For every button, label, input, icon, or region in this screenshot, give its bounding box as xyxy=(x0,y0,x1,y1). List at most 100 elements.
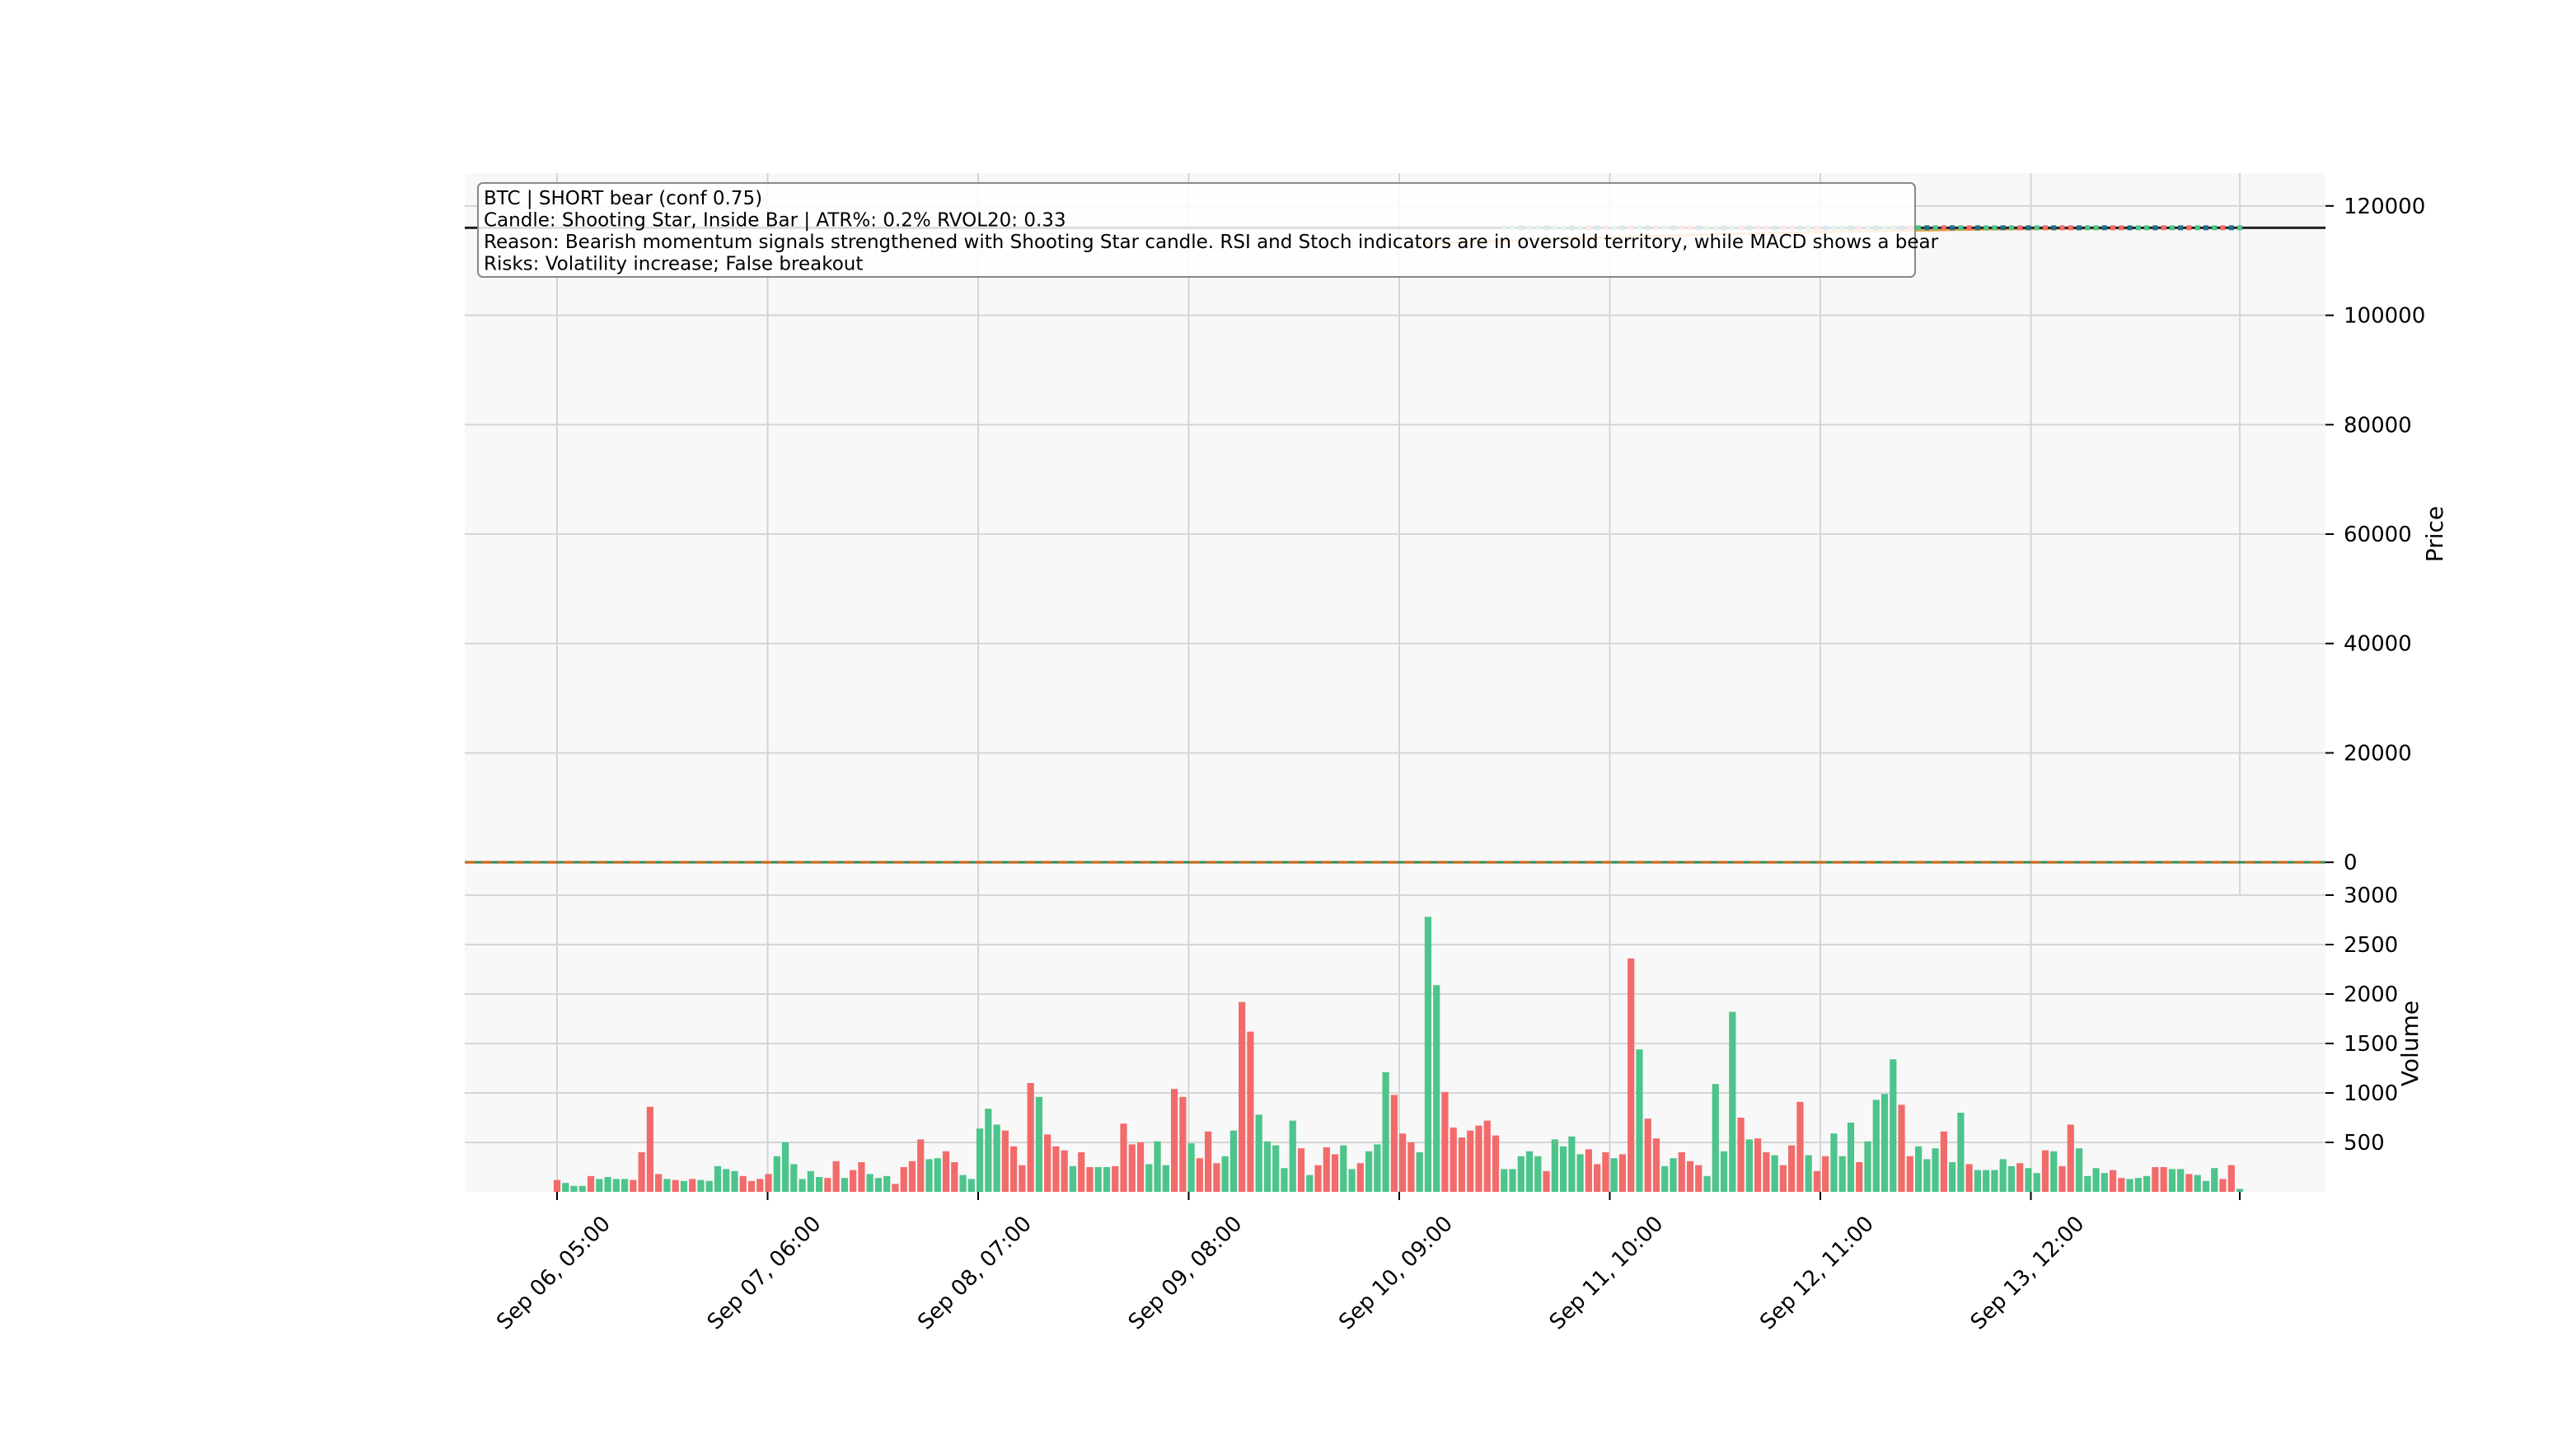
volume-bar xyxy=(1213,1163,1220,1192)
volume-bar xyxy=(900,1167,907,1192)
volume-tick-label: 3000 xyxy=(2344,884,2398,908)
price-tick-label: 100000 xyxy=(2344,304,2425,329)
volume-bar xyxy=(1906,1156,1913,1192)
volume-bar xyxy=(1517,1156,1525,1192)
volume-bar xyxy=(1263,1141,1272,1192)
volume-bar xyxy=(1618,1154,1627,1192)
volume-bar xyxy=(1492,1135,1500,1192)
price-candle xyxy=(2135,225,2141,231)
volume-bar xyxy=(1703,1175,1711,1192)
volume-bar xyxy=(1145,1164,1153,1192)
volume-bar xyxy=(1306,1175,1314,1192)
price-candle xyxy=(2008,225,2014,231)
price-candle xyxy=(1958,225,1964,231)
volume-bar xyxy=(773,1156,780,1192)
volume-bar xyxy=(2058,1165,2066,1192)
price-candle xyxy=(1950,225,1955,231)
volume-bar xyxy=(1509,1169,1516,1192)
volume-bar xyxy=(765,1174,772,1192)
price-tick-label: 0 xyxy=(2344,851,2358,875)
volume-bar xyxy=(1543,1170,1550,1192)
volume-bar xyxy=(1390,1095,1398,1192)
price-tick-label: 40000 xyxy=(2344,632,2412,657)
volume-bar xyxy=(934,1158,941,1192)
volume-bar xyxy=(824,1178,831,1192)
volume-bar xyxy=(1187,1143,1195,1192)
annotation-line-signal: BTC | SHORT bear (conf 0.75) xyxy=(484,188,762,209)
volume-bar xyxy=(731,1170,738,1192)
price-candle xyxy=(2068,225,2073,231)
volume-bar xyxy=(1729,1011,1736,1192)
volume-bar xyxy=(1010,1146,1018,1192)
volume-bar xyxy=(985,1109,992,1192)
volume-bar xyxy=(739,1175,747,1192)
volume-bar xyxy=(1035,1096,1042,1192)
volume-bar xyxy=(1027,1083,1034,1192)
volume-tick-label: 1000 xyxy=(2344,1081,2398,1106)
volume-bar xyxy=(1467,1130,1474,1192)
price-candle xyxy=(1924,225,1930,231)
volume-bar xyxy=(2007,1165,2016,1192)
price-candle xyxy=(2101,225,2107,231)
volume-bar xyxy=(1136,1142,1145,1192)
volume-bar xyxy=(1297,1148,1305,1192)
volume-bar xyxy=(1001,1130,1009,1192)
volume-bar xyxy=(832,1161,840,1192)
volume-bar xyxy=(2227,1165,2235,1192)
volume-bar xyxy=(2109,1170,2117,1192)
volume-bar xyxy=(1483,1120,1491,1192)
volume-bar xyxy=(2177,1169,2185,1192)
volume-bar xyxy=(680,1180,688,1192)
volume-bar xyxy=(1061,1150,1068,1192)
volume-bar xyxy=(1872,1100,1880,1192)
volume-bar xyxy=(1399,1133,1407,1192)
volume-bar xyxy=(967,1179,975,1192)
volume-bar xyxy=(993,1124,1000,1192)
volume-bar xyxy=(1239,1001,1246,1192)
volume-bar xyxy=(2160,1167,2167,1192)
price-candle xyxy=(2186,225,2192,231)
volume-bar xyxy=(841,1178,848,1192)
volume-bar xyxy=(1983,1170,1990,1192)
volume-bar xyxy=(747,1180,756,1192)
volume-tick-label: 500 xyxy=(2344,1131,2385,1156)
volume-bar xyxy=(1754,1138,1762,1192)
volume-bar xyxy=(646,1106,653,1192)
price-candle xyxy=(2042,225,2048,231)
x-tick-label: Sep 08, 07:00 xyxy=(913,1212,1037,1335)
volume-bar xyxy=(1898,1104,1905,1192)
signal-annotation-box: BTC | SHORT bear (conf 0.75) Candle: Sho… xyxy=(477,182,1939,278)
volume-bar xyxy=(1686,1161,1694,1192)
price-candle xyxy=(2194,225,2200,231)
volume-bar xyxy=(1602,1152,1609,1192)
volume-bar xyxy=(1196,1158,1203,1192)
volume-bar xyxy=(2067,1124,2074,1192)
volume-bar xyxy=(2219,1179,2227,1192)
volume-bar xyxy=(959,1175,967,1192)
volume-bar xyxy=(1103,1167,1111,1192)
volume-y-ticks: 500 1000 1500 2000 2500 3000 xyxy=(2325,884,2398,1156)
price-candle xyxy=(2026,225,2031,231)
volume-bar xyxy=(2041,1150,2049,1192)
volume-bar xyxy=(1094,1167,1102,1192)
volume-gridlines xyxy=(465,894,2325,1192)
volume-bar xyxy=(1154,1141,1161,1192)
volume-bar xyxy=(815,1177,823,1192)
volume-tick-label: 1500 xyxy=(2344,1032,2398,1057)
volume-bar xyxy=(1323,1147,1330,1192)
volume-bar xyxy=(705,1180,713,1192)
volume-axis-label: Volume xyxy=(2396,1001,2424,1086)
price-candle xyxy=(1974,225,1980,231)
price-candle xyxy=(2059,225,2065,231)
volume-bar xyxy=(1407,1142,1415,1192)
volume-bar xyxy=(799,1179,806,1192)
volume-bar xyxy=(553,1179,561,1192)
volume-bar xyxy=(1999,1159,2007,1192)
volume-bar xyxy=(1745,1139,1753,1192)
volume-bar xyxy=(1974,1170,1982,1192)
volume-bar xyxy=(2143,1175,2151,1192)
price-y-ticks: 0 20000 40000 60000 80000 100000 120000 xyxy=(2325,195,2425,875)
volume-bar xyxy=(1450,1128,1457,1192)
volume-bar xyxy=(1779,1165,1787,1192)
volume-bar xyxy=(1965,1164,1973,1192)
